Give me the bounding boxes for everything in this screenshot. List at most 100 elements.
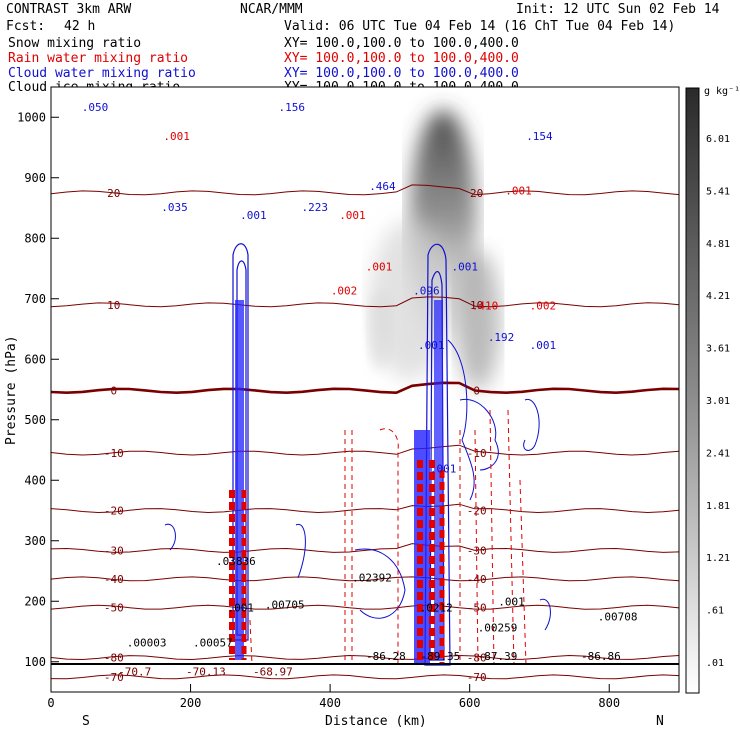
snow-far-west-shade <box>368 290 392 370</box>
max-label-36: .156 <box>278 101 305 114</box>
colorbar-label-7: 1.81 <box>706 501 730 512</box>
valid-time: Valid: 06 UTC Tue 04 Feb 14 (16 ChT Tue … <box>284 19 676 34</box>
colorbar-label-6: 2.41 <box>706 448 730 459</box>
max-label-33: .001 <box>163 130 190 143</box>
temp-contour-4 <box>50 543 680 553</box>
temp-label-4-0: -30 <box>104 544 124 557</box>
center-name: NCAR/MMM <box>240 2 303 17</box>
field-snow-name: Snow mixing ratio <box>8 36 142 51</box>
max-label-16: .03836 <box>216 555 256 568</box>
field-snow-xy: XY= 100.0,100.0 to 100.0,400.0 <box>284 36 519 51</box>
y-tick-label-7: 800 <box>24 231 46 245</box>
field-cloudwater-name: Cloud water mixing ratio <box>8 66 196 81</box>
max-label-11: .001 <box>228 602 255 615</box>
max-label-20: .001 <box>530 339 557 352</box>
snow-east-shade <box>456 250 500 390</box>
max-label-31: .464 <box>369 180 396 193</box>
temp-contour-3 <box>50 576 680 582</box>
max-label-19: .192 <box>488 331 515 344</box>
x-tick-label-3: 600 <box>459 696 481 710</box>
colorbar-label-4: 3.61 <box>706 344 730 355</box>
colorbar-labels: 6.01 5.41 4.81 4.21 3.61 3.01 2.41 1.81 1.21 .61.… <box>706 134 730 669</box>
temp-label-1-1: -70 <box>467 671 487 684</box>
temp-contour-1 <box>50 674 680 680</box>
max-label-25: .001 <box>366 260 393 273</box>
temp-contour-2 <box>50 604 680 610</box>
field-cloudwater-xy: XY= 100.0,100.0 to 100.0,400.0 <box>284 66 519 81</box>
plot-frame <box>50 86 680 693</box>
max-label-18: .001 <box>418 339 445 352</box>
field-rain-name: Rain water mixing ratio <box>8 51 189 66</box>
cloud-water-tower-east <box>424 243 451 666</box>
max-label-2: -68.97 <box>253 666 293 679</box>
colorbar-label-5: 3.01 <box>706 396 730 407</box>
max-label-21: .410 <box>472 300 499 313</box>
axes: 0 200 400 600 800100200300400500600700800900… <box>17 110 620 710</box>
y-tick-label-9: 1000 <box>17 110 46 124</box>
forecast-label: Fcst: <box>6 19 46 34</box>
cloud-water-shallow <box>354 548 406 619</box>
max-label-35: .050 <box>82 101 109 114</box>
cloud-water-lobe-east <box>523 398 540 451</box>
x-tick-label-4: 800 <box>598 696 620 710</box>
temp-label-3-0: -40 <box>104 573 124 586</box>
temp-label-5-1: -20 <box>467 505 487 518</box>
max-label-26: .001 <box>452 260 479 273</box>
max-label-22: .002 <box>530 300 557 313</box>
temp-label-0-0: -80 <box>104 652 124 665</box>
colorbar-label-1: 5.41 <box>706 186 730 197</box>
field-rain-xy: XY= 100.0,100.0 to 100.0,400.0 <box>284 51 519 66</box>
south-label: S <box>82 714 90 729</box>
rain-dashed-2 <box>379 428 399 665</box>
temp-contour-9 <box>50 184 680 196</box>
colorbar-gradient <box>685 87 700 694</box>
colorbar-label-3: 4.21 <box>706 291 730 302</box>
max-label-15: .02392 <box>352 571 392 584</box>
colorbar-label-2: 4.81 <box>706 239 730 250</box>
x-axis-label: Distance (km) <box>325 714 427 729</box>
max-label-34: .154 <box>526 130 553 143</box>
temp-label-9-1: 20 <box>470 187 483 200</box>
max-labels: -70.7 -70.13 -68.97 -86.28 -89.35 -87.39 -86.8… <box>82 101 638 678</box>
temp-label-7-1: 0 <box>473 385 480 398</box>
model-name: CONTRAST 3km ARW <box>6 2 132 17</box>
rain-dashed-3 <box>459 409 495 666</box>
temp-label-8-0: 10 <box>107 299 120 312</box>
temp-contour-0 <box>50 654 680 661</box>
north-label: N <box>656 714 664 729</box>
max-label-3: -86.28 <box>366 650 406 663</box>
colorbar-label-8: 1.21 <box>706 553 730 564</box>
y-tick-label-1: 200 <box>24 594 46 608</box>
init-time: Init: 12 UTC Sun 02 Feb 14 <box>516 2 720 17</box>
colorbar-label-10: .01 <box>706 658 724 669</box>
rain-contours <box>229 409 527 666</box>
temp-label-6-1: -10 <box>467 447 487 460</box>
max-label-24: .096 <box>413 285 440 298</box>
temp-contour-7 <box>50 381 680 395</box>
max-label-32: .001 <box>505 185 532 198</box>
x-tick-label-0: 0 <box>47 696 54 710</box>
temp-contour-8 <box>50 296 680 308</box>
cloud-water-lobe <box>459 398 499 471</box>
max-label-0: -70.7 <box>118 666 151 679</box>
max-label-1: -70.13 <box>186 666 226 679</box>
y-tick-label-4: 500 <box>24 413 46 427</box>
temp-label-1-0: -70 <box>104 671 124 684</box>
temp-label-7-0: 0 <box>110 385 117 398</box>
temperature-contours: -80 -80-70 -70-50 -50-40 -40-30 -30-20 -20-10-… <box>50 184 680 684</box>
temp-label-3-1: -40 <box>467 573 487 586</box>
max-label-27: .035 <box>161 201 188 214</box>
max-label-14: .001 <box>498 595 525 608</box>
max-label-29: .223 <box>302 201 329 214</box>
snow-shading <box>368 110 500 390</box>
cloud-water-anvil <box>447 339 475 501</box>
y-axis-label: Pressure (hPa) <box>4 335 19 445</box>
temp-contour-6 <box>50 444 680 456</box>
max-label-7: .00003 <box>127 637 167 650</box>
cloud-water-core-west <box>235 300 244 660</box>
x-tick-label-2: 400 <box>319 696 341 710</box>
y-tick-label-3: 400 <box>24 473 46 487</box>
cloud-water-small-1 <box>164 523 176 551</box>
y-tick-label-5: 600 <box>24 352 46 366</box>
